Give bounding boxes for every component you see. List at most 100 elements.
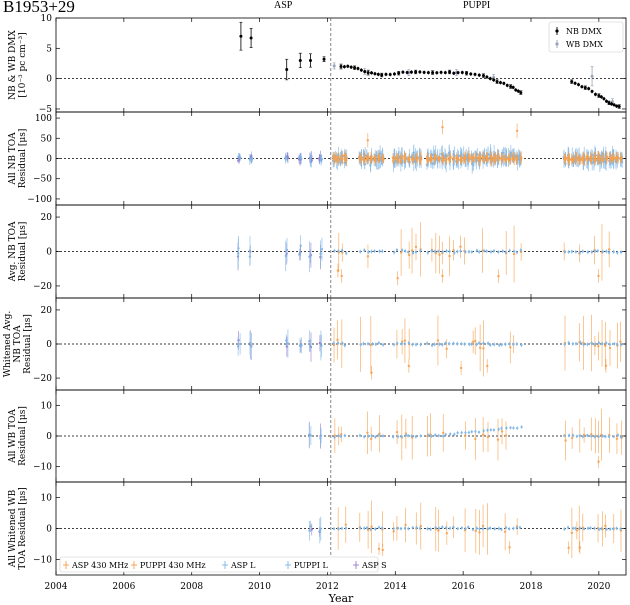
puppi-430-point [444, 159, 447, 162]
puppi-430-point [608, 155, 611, 159]
asp-l-point [285, 248, 289, 252]
puppi-l-point [515, 526, 518, 530]
nb-dmx-point [492, 78, 496, 82]
nb-dmx-point [426, 71, 430, 75]
puppi-l-point [470, 250, 474, 254]
puppi-l-point [619, 435, 623, 439]
puppi-l-point [570, 250, 574, 253]
puppi-430-point [482, 347, 485, 350]
nb-dmx-point [414, 70, 418, 74]
puppi-l-point [508, 342, 511, 346]
y-tick-label: 0 [46, 432, 52, 442]
puppi-430-point [429, 156, 432, 160]
legend-box [548, 21, 624, 53]
puppi-l-point [619, 527, 622, 531]
puppi-l-point [470, 342, 473, 346]
asp-l-point [319, 252, 322, 256]
puppi-l-point [359, 343, 363, 346]
puppi-430-point [568, 158, 571, 162]
puppi-l-point [412, 151, 416, 154]
x-tick-label: 2018 [520, 582, 543, 592]
puppi-l-point [563, 527, 566, 531]
puppi-l-point [444, 526, 448, 530]
y-axis-label: [10⁻³ pc cm⁻³] [18, 32, 28, 97]
nb-dmx-point [339, 65, 343, 69]
puppi-430-point [572, 158, 575, 161]
puppi-430-point [366, 431, 369, 434]
puppi-l-point [437, 527, 441, 530]
puppi-430-point [481, 524, 485, 528]
asp-label: ASP [274, 0, 293, 11]
x-tick-label: 2010 [248, 582, 271, 592]
puppi-430-point [504, 159, 507, 162]
puppi-l-point [578, 434, 581, 438]
puppi-430-point [482, 157, 486, 160]
puppi-l-point [430, 344, 434, 347]
puppi-l-point [597, 528, 601, 531]
puppi-430-point [473, 339, 477, 343]
puppi-430-point [497, 274, 500, 278]
puppi-l-point [515, 251, 519, 254]
puppi-430-point [481, 433, 485, 436]
legend-box [59, 556, 379, 573]
asp-l-point [286, 342, 290, 345]
nb-dmx-point [514, 88, 518, 92]
asp-l-point [308, 529, 311, 532]
puppi-l-point [437, 434, 440, 437]
x-tick-label: 2004 [45, 582, 68, 592]
puppi-l-point [474, 430, 477, 433]
puppi-l-point [400, 249, 404, 252]
panel-all-nb: −100 −50 0 50 100 All NB TOA Residual [μs] [8, 111, 627, 206]
puppi-l-point [341, 342, 344, 345]
y-tick-label: 0 [46, 340, 52, 350]
puppi-l-point [486, 428, 489, 432]
nb-dmx-point [602, 97, 606, 101]
puppi-430-point [392, 530, 395, 533]
nb-dmx-point [511, 85, 515, 89]
puppi-l-point [441, 434, 445, 438]
nb-dmx-point [509, 85, 513, 89]
puppi-430-point [399, 160, 402, 163]
puppi-430-point [438, 158, 441, 162]
puppi-l-point [582, 527, 586, 531]
x-tick-label: 2014 [384, 582, 407, 592]
puppi-l-point [615, 527, 618, 530]
puppi-l-point [492, 428, 496, 432]
puppi-l-point [433, 250, 437, 253]
puppi-l-point [515, 426, 519, 430]
asp-l-point [319, 158, 323, 161]
puppi-430-point [585, 155, 589, 158]
panel-dmx: −5 0 5 10 NB & WB DMX [10⁻³ pc cm⁻³] NB DMX WB … [8, 14, 627, 115]
puppi-430-point [519, 157, 522, 160]
asp-s-point [310, 528, 313, 531]
puppi-430-point [512, 155, 515, 158]
puppi-l-point [477, 341, 481, 345]
puppi-430-point [419, 158, 422, 162]
puppi-l-point [475, 527, 478, 530]
puppi-430-point [336, 158, 340, 162]
puppi-l-point [444, 433, 447, 436]
puppi-430-point [448, 254, 451, 258]
nb-dmx-point [519, 91, 523, 95]
nb-dmx-point [460, 71, 464, 75]
puppi-l-point [605, 341, 608, 345]
puppi-l-point [505, 426, 508, 430]
puppi-l-point [619, 343, 623, 346]
puppi-l-point [343, 434, 347, 437]
nb-dmx-point [583, 86, 587, 90]
dmx-legend: NB DMX WB DMX [548, 21, 624, 53]
nb-dmx-point [477, 73, 481, 77]
puppi-l-point [497, 527, 501, 530]
puppi-l-point [341, 249, 344, 252]
puppi-430-point [396, 158, 399, 161]
puppi-430-point [396, 276, 399, 280]
puppi-430-point [366, 255, 370, 258]
puppi-l-point [363, 435, 366, 438]
puppi-430-point [597, 274, 600, 278]
puppi-430-point [340, 274, 343, 278]
nb-dmx-point [456, 71, 460, 75]
panel-whitened-avg-nb: −20 0 20 Whitened Avg. NB TOA Residual [μs] [3, 297, 627, 391]
puppi-430-point [377, 547, 381, 551]
nb-dmx-point [488, 77, 492, 81]
puppi-430-point [403, 157, 407, 160]
